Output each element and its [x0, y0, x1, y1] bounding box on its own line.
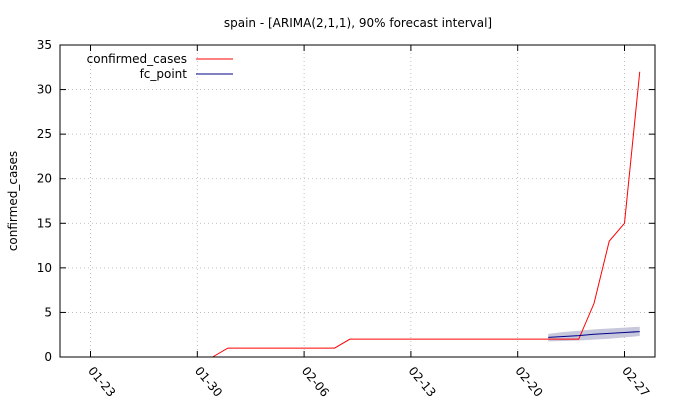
y-tick-label: 0 [44, 350, 52, 364]
legend-label: fc_point [140, 67, 188, 81]
chart-title: spain - [ARIMA(2,1,1), 90% forecast inte… [224, 16, 492, 30]
y-tick-label: 15 [37, 216, 52, 230]
x-tick-label: 02-27 [619, 364, 652, 400]
y-tick-label: 10 [37, 261, 52, 275]
x-tick-label: 02-13 [406, 364, 439, 400]
y-tick-label: 5 [44, 305, 52, 319]
series-layer [212, 71, 641, 358]
x-tick-label: 02-20 [512, 364, 545, 400]
x-tick-label: 02-06 [299, 364, 332, 400]
legend-label: confirmed_cases [87, 52, 187, 66]
y-tick-label: 20 [37, 172, 52, 186]
y-tick-label: 30 [37, 83, 52, 97]
x-tick-label: 01-23 [85, 364, 118, 400]
x-tick-label: 01-30 [192, 364, 225, 400]
plot-frame [59, 44, 656, 358]
y-tick-label: 25 [37, 127, 52, 141]
series-line-confirmed-cases [212, 71, 641, 358]
grid [60, 45, 655, 357]
y-axis-label: confirmed_cases [6, 151, 20, 251]
series-line-fc-point [548, 331, 640, 338]
y-tick-label: 35 [37, 38, 52, 52]
axis-ticks: 0 5 10 15 20 25 30 35 01-23 01-30 02-06 02-13 02-20 0… [37, 38, 655, 400]
